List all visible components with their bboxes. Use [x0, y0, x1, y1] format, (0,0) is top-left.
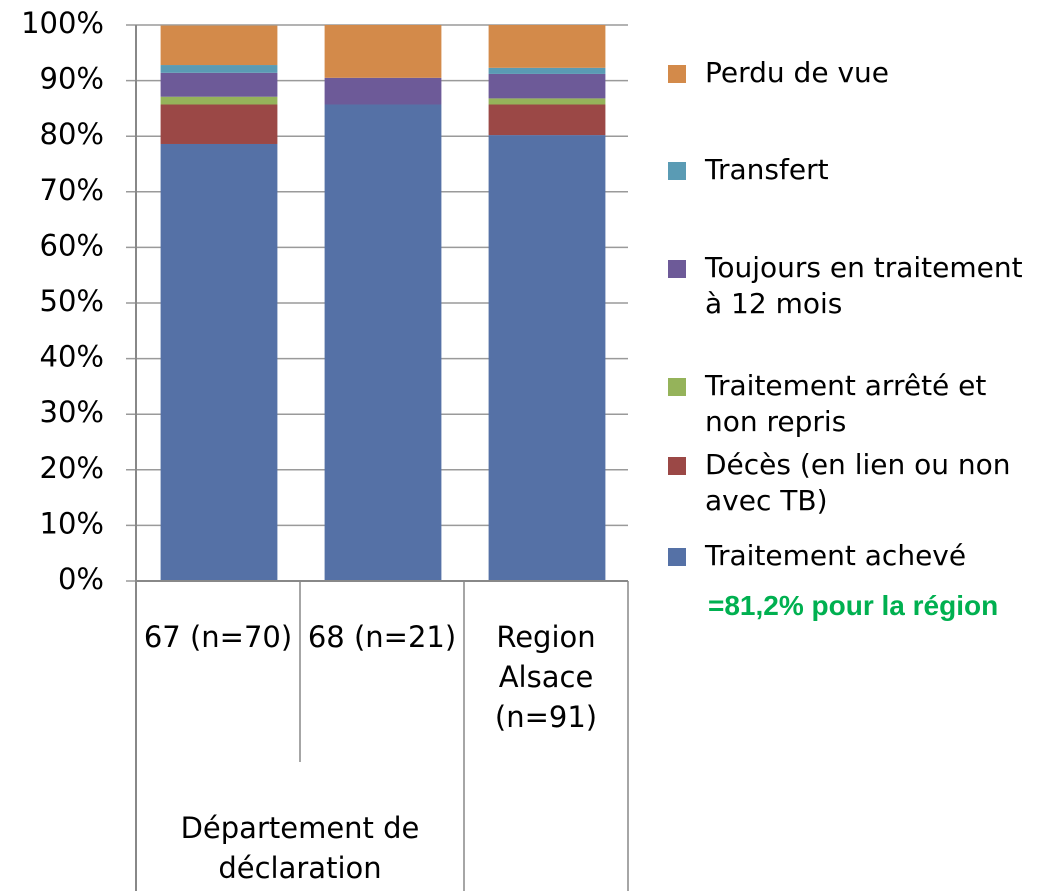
bar-segment — [488, 73, 606, 99]
bar-segment — [488, 67, 606, 74]
x-tick-label: 68 (n=21) — [307, 620, 457, 654]
x-tick-label: Region Alsace (n=91) — [494, 620, 598, 734]
legend-swatch — [668, 548, 686, 566]
x-tick-label: 67 (n=70) — [143, 620, 293, 654]
y-tick-label: 40% — [40, 340, 104, 374]
bar-segment — [488, 25, 606, 68]
bar-segment — [488, 104, 606, 136]
y-tick-label: 60% — [40, 228, 104, 262]
bar-segment — [160, 72, 278, 97]
legend-swatch — [668, 162, 686, 180]
legend-label: Traitement arrêté et non repris — [705, 369, 987, 438]
legend-swatch — [668, 65, 686, 83]
bar-segment — [324, 104, 442, 582]
legend-label: Traitement achevé — [705, 539, 967, 572]
y-tick-label: 70% — [40, 173, 104, 207]
legend-label: Perdu de vue — [705, 56, 889, 89]
y-tick-label: 10% — [40, 506, 104, 540]
bar-segment — [324, 77, 442, 105]
y-tick-label: 50% — [40, 284, 104, 318]
y-tick-label: 80% — [40, 117, 104, 151]
legend-label: Décès (en lien ou non avec TB) — [705, 448, 1011, 517]
x-group-label: Département de déclaration — [180, 811, 420, 885]
bar-segment — [488, 98, 606, 105]
y-tick-label: 20% — [40, 451, 104, 485]
bar-segment — [160, 96, 278, 105]
bar-segment — [160, 143, 278, 581]
y-tick-label: 0% — [58, 562, 104, 596]
y-tick-label: 90% — [40, 62, 104, 96]
annotation: =81,2% pour la région — [708, 590, 999, 621]
bar-segment — [160, 65, 278, 73]
y-tick-label: 30% — [40, 395, 104, 429]
legend-swatch — [668, 457, 686, 475]
legend-swatch — [668, 378, 686, 396]
bar-segment — [160, 104, 278, 144]
bar-segment — [324, 25, 442, 78]
y-tick-label: 100% — [21, 6, 104, 40]
legend-label: Toujours en traitement à 12 mois — [705, 251, 1023, 320]
legend-swatch — [668, 260, 686, 278]
bar-segment — [160, 25, 278, 66]
legend-label: Transfert — [705, 153, 829, 186]
bar-segment — [488, 135, 606, 581]
